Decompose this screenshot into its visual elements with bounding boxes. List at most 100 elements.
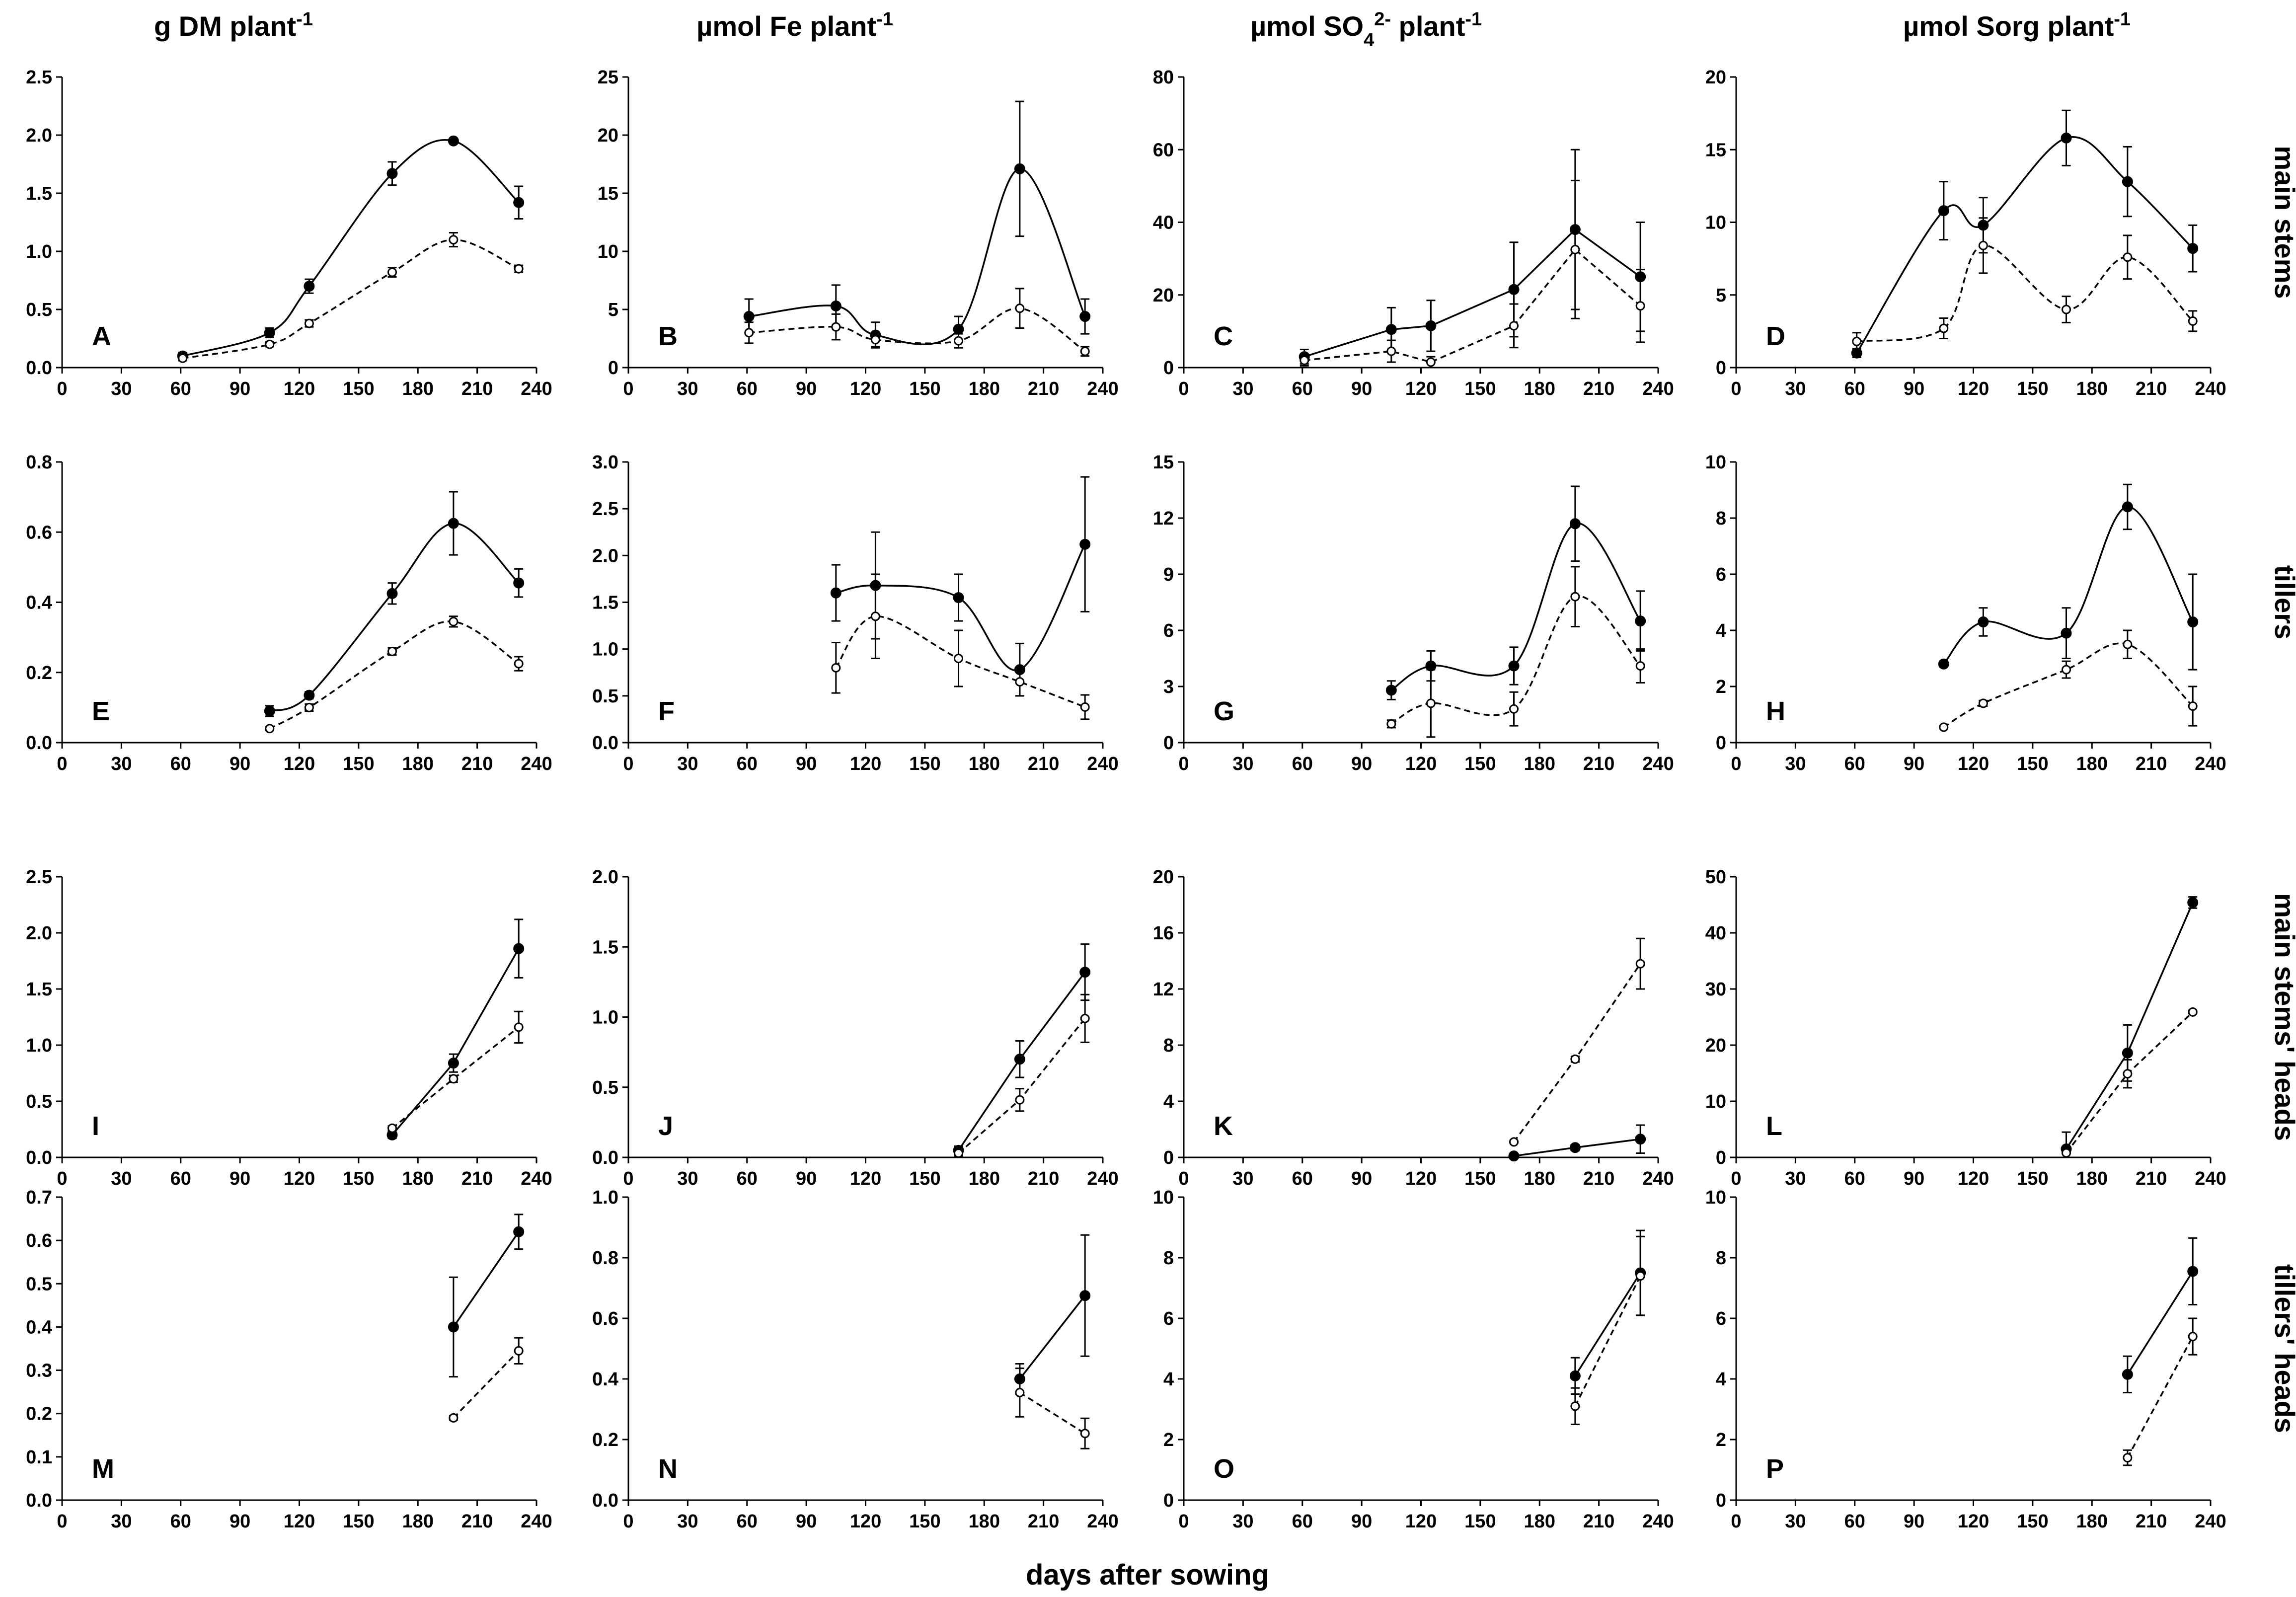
- series-solid: [1569, 1229, 1646, 1395]
- data-point-filled: [1569, 518, 1581, 530]
- y-tick-label: 8: [1716, 1248, 1726, 1269]
- data-point-open: [387, 267, 397, 277]
- y-tick-label: 6: [1716, 1308, 1726, 1329]
- series-line: [749, 168, 1086, 345]
- data-point-open: [1015, 1387, 1025, 1397]
- x-tick-label: 210: [461, 754, 493, 774]
- data-point-filled: [304, 281, 315, 292]
- x-tick-label: 30: [677, 379, 698, 399]
- column-title-subscript: 4: [1364, 30, 1374, 51]
- data-point-filled: [1079, 538, 1091, 550]
- series-line: [2127, 1271, 2194, 1375]
- data-point-filled: [743, 311, 755, 322]
- x-tick-label: 120: [284, 1168, 315, 1189]
- data-point-filled: [448, 518, 459, 529]
- panel-letter: H: [1766, 696, 1785, 726]
- x-tick-label: 120: [284, 754, 315, 774]
- y-tick-label: 0.6: [26, 1230, 52, 1251]
- y-tick-label: 0.2: [26, 663, 52, 684]
- column-title-main: µmol Fe plant: [696, 10, 876, 42]
- y-tick-label: 0.0: [592, 1147, 618, 1168]
- column-title-main: µmol Sorg plant: [1903, 10, 2114, 42]
- x-tick-label: 90: [1904, 379, 1924, 399]
- y-tick-label: 10: [1705, 1091, 1726, 1112]
- y-tick-label: 0.6: [26, 522, 52, 543]
- panel-letter: G: [1214, 696, 1234, 726]
- x-tick-label: 30: [111, 1511, 132, 1532]
- x-tick-label: 120: [850, 1168, 881, 1189]
- y-tick-label: 2.0: [592, 867, 618, 888]
- data-point-filled: [1014, 163, 1025, 174]
- series-solid: [830, 476, 1091, 697]
- x-tick-label: 30: [677, 1168, 698, 1189]
- x-tick-label: 240: [1087, 379, 1118, 399]
- data-point-filled: [448, 1321, 459, 1333]
- x-tick-label: 180: [1524, 1511, 1555, 1532]
- x-tick-label: 90: [796, 1168, 817, 1189]
- data-point-open: [870, 611, 880, 621]
- x-tick-label: 90: [1351, 754, 1372, 774]
- data-point-filled: [1425, 320, 1437, 331]
- x-tick-label: 180: [1524, 1168, 1555, 1189]
- y-tick-label: 2.5: [592, 499, 618, 520]
- x-tick-label: 0: [1731, 1168, 1741, 1189]
- y-tick-label: 1.0: [26, 1035, 52, 1056]
- x-tick-label: 90: [1351, 1168, 1372, 1189]
- x-tick-label: 120: [284, 1511, 315, 1532]
- y-tick-label: 8: [1163, 1248, 1174, 1269]
- x-tick-label: 150: [1464, 754, 1496, 774]
- y-tick-label: 2.0: [26, 923, 52, 944]
- panel-letter: B: [658, 321, 678, 351]
- y-tick-label: 3: [1163, 677, 1174, 697]
- x-tick-label: 120: [1405, 1168, 1437, 1189]
- x-tick-label: 180: [1524, 754, 1555, 774]
- x-tick-label: 30: [1232, 1511, 1253, 1532]
- series-line: [1574, 1272, 1641, 1376]
- x-tick-label: 120: [850, 1511, 881, 1532]
- series-line: [269, 620, 520, 730]
- x-tick-label: 150: [909, 379, 940, 399]
- data-point-open: [2188, 1007, 2198, 1017]
- y-tick-label: 0.5: [26, 300, 52, 320]
- series-dashed: [387, 1010, 524, 1133]
- x-tick-label: 240: [521, 379, 552, 399]
- x-tick-label: 30: [1785, 1511, 1806, 1532]
- y-tick-label: 15: [1705, 140, 1726, 160]
- y-tick-label: 10: [1153, 1187, 1174, 1208]
- series-line: [453, 1231, 520, 1328]
- y-tick-label: 5: [608, 300, 618, 320]
- x-tick-label: 240: [2195, 754, 2226, 774]
- x-tick-label: 90: [796, 754, 817, 774]
- data-point-open: [744, 328, 754, 338]
- y-tick-label: 0.0: [592, 1490, 618, 1511]
- x-tick-label: 60: [1844, 754, 1865, 774]
- data-point-open: [1570, 592, 1580, 602]
- data-point-open: [1080, 702, 1090, 712]
- data-point-filled: [1079, 967, 1091, 978]
- data-point-open: [1426, 698, 1436, 708]
- column-title-superscript: 2-: [1374, 9, 1391, 30]
- column-title: µmol SO42- plant-1: [1250, 9, 1482, 51]
- series-solid: [2122, 1237, 2199, 1393]
- x-tick-label: 90: [1904, 1511, 1924, 1532]
- series-solid: [264, 491, 525, 717]
- y-tick-label: 12: [1153, 508, 1174, 529]
- y-tick-label: 20: [598, 125, 618, 146]
- series-solid: [1508, 1124, 1646, 1162]
- panel-letter: O: [1214, 1454, 1234, 1484]
- data-point-open: [1570, 244, 1580, 254]
- x-tick-label: 240: [2195, 1168, 2226, 1189]
- series-dashed: [1939, 629, 2198, 732]
- series-dashed: [1852, 217, 2198, 351]
- x-tick-label: 120: [1405, 379, 1437, 399]
- x-tick-label: 0: [623, 1168, 633, 1189]
- series-line: [1304, 248, 1641, 363]
- data-point-filled: [830, 587, 842, 599]
- data-point-open: [1386, 346, 1396, 356]
- data-point-filled: [1385, 684, 1397, 696]
- data-point-open: [1300, 355, 1309, 365]
- x-tick-label: 240: [521, 754, 552, 774]
- data-point-filled: [2061, 132, 2072, 144]
- series-solid: [1851, 109, 2199, 359]
- data-point-filled: [1508, 284, 1520, 295]
